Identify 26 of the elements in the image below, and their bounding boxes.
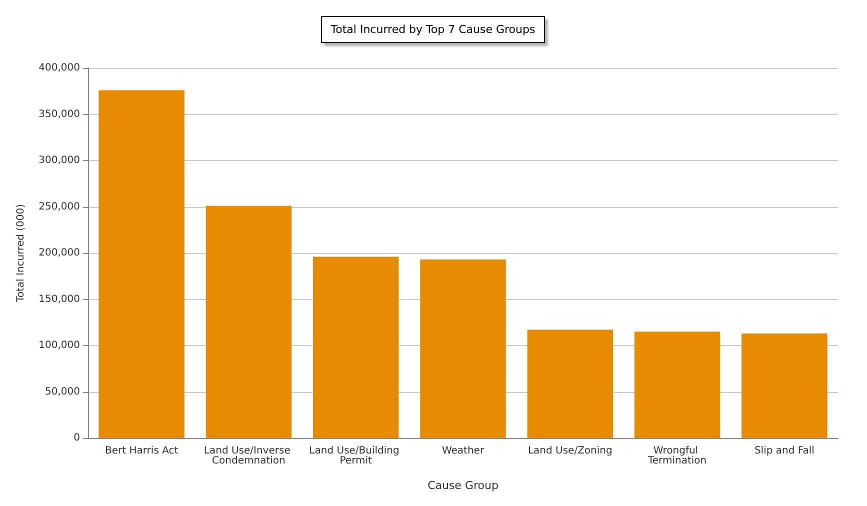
y-axis-title: Total Incurred (000) [16, 204, 26, 304]
x-tick-label: Weather [442, 446, 485, 456]
bar [527, 330, 613, 438]
x-tick-label: Land Use/Zoning [528, 446, 612, 456]
x-axis-title: Cause Group [428, 479, 498, 492]
bar [420, 259, 506, 438]
bar [634, 332, 720, 438]
y-tick-label: 200,000 [38, 248, 80, 258]
y-tick-label: 0 [74, 432, 80, 444]
y-tick-label: 400,000 [38, 62, 80, 74]
bar [98, 90, 184, 438]
y-tick-label: 350,000 [38, 108, 80, 120]
y-tick-label: 150,000 [38, 294, 80, 305]
y-tick-label: 300,000 [38, 155, 80, 166]
chart-title: Total Incurred by Top 7 Cause Groups [330, 23, 536, 36]
x-tick-label: Land Use/Inverse Condemnation [204, 446, 294, 466]
y-tick-label: 250,000 [38, 201, 80, 212]
x-tick-label: Wrongful Termination [646, 446, 707, 466]
x-tick-label: Bert Harris Act [104, 446, 178, 456]
x-tick-label: Slip and Fall [754, 446, 814, 456]
bar [742, 333, 828, 438]
bar [313, 256, 399, 438]
y-tick-label: 50,000 [45, 386, 80, 398]
y-tick-label: 100,000 [38, 340, 80, 351]
bar [206, 206, 292, 438]
x-tick-label: Land Use/Building Permit [309, 446, 403, 466]
